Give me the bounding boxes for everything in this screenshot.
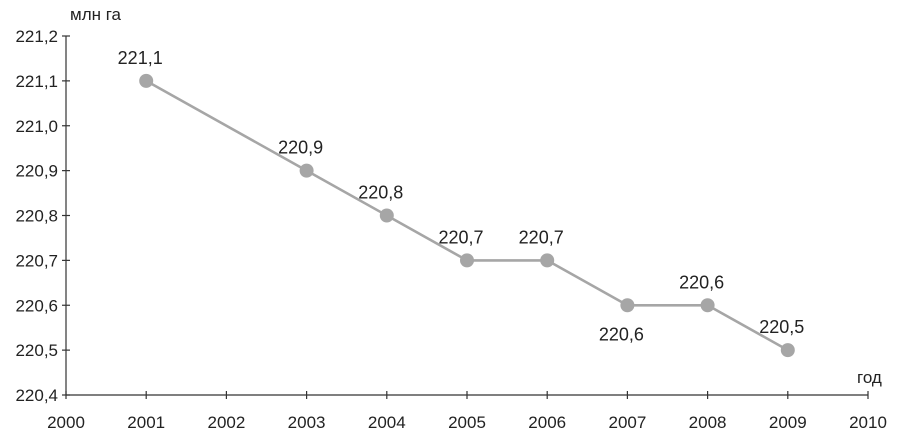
y-tick-label: 220,8 <box>15 207 58 226</box>
x-tick-label: 2006 <box>528 413 566 432</box>
data-label: 220,6 <box>679 272 724 292</box>
y-tick-label: 221,2 <box>15 27 58 46</box>
data-point <box>299 163 314 178</box>
series-line <box>145 79 789 352</box>
data-point <box>620 298 635 313</box>
data-point <box>540 253 555 268</box>
data-label: 221,1 <box>118 48 163 68</box>
data-point <box>460 253 474 268</box>
data-point <box>139 73 154 88</box>
x-tick-label: 2008 <box>689 413 727 432</box>
x-tick-label: 2002 <box>207 413 245 432</box>
y-tick-label: 220,6 <box>15 296 58 315</box>
data-label: 220,9 <box>278 138 323 158</box>
y-tick-label: 221,0 <box>15 117 58 136</box>
x-tick-label: 2007 <box>608 413 646 432</box>
x-tick-label: 2000 <box>47 413 85 432</box>
y-tick-label: 220,9 <box>15 162 58 181</box>
y-tick-label: 220,4 <box>15 386 58 405</box>
data-labels: 221,1 220,9 220,8 220,7 220,7 220,6 220,6 220,5 <box>118 48 805 344</box>
y-tick-label: 221,1 <box>15 72 58 91</box>
data-point <box>379 208 394 223</box>
y-axis-unit-label: млн га <box>70 5 122 24</box>
data-label: 220,8 <box>358 183 403 203</box>
data-point <box>700 298 715 313</box>
data-label: 220,5 <box>759 317 804 337</box>
data-label: 220,6 <box>599 324 644 344</box>
x-tick-label: 2005 <box>448 413 486 432</box>
axes <box>65 36 868 396</box>
x-axis-ticks: 2000 2001 2002 2003 2004 2005 2006 2007 2008 2009… <box>47 391 887 432</box>
data-label: 220,7 <box>519 227 564 247</box>
x-tick-label: 2004 <box>368 413 406 432</box>
y-tick-label: 220,7 <box>15 251 58 270</box>
y-tick-label: 220,5 <box>15 341 58 360</box>
x-tick-label: 2009 <box>769 413 807 432</box>
series-line-path <box>145 79 789 352</box>
x-tick-label: 2010 <box>849 413 887 432</box>
x-tick-label: 2001 <box>127 413 165 432</box>
x-axis-unit-label: год <box>857 368 882 387</box>
data-label: 220,7 <box>438 227 483 247</box>
series-markers <box>139 73 795 358</box>
x-tick-label: 2003 <box>288 413 326 432</box>
data-point <box>780 343 795 358</box>
y-axis-ticks: 220,4 220,5 220,6 220,7 220,8 220,9 221,0 221,1… <box>15 27 70 405</box>
